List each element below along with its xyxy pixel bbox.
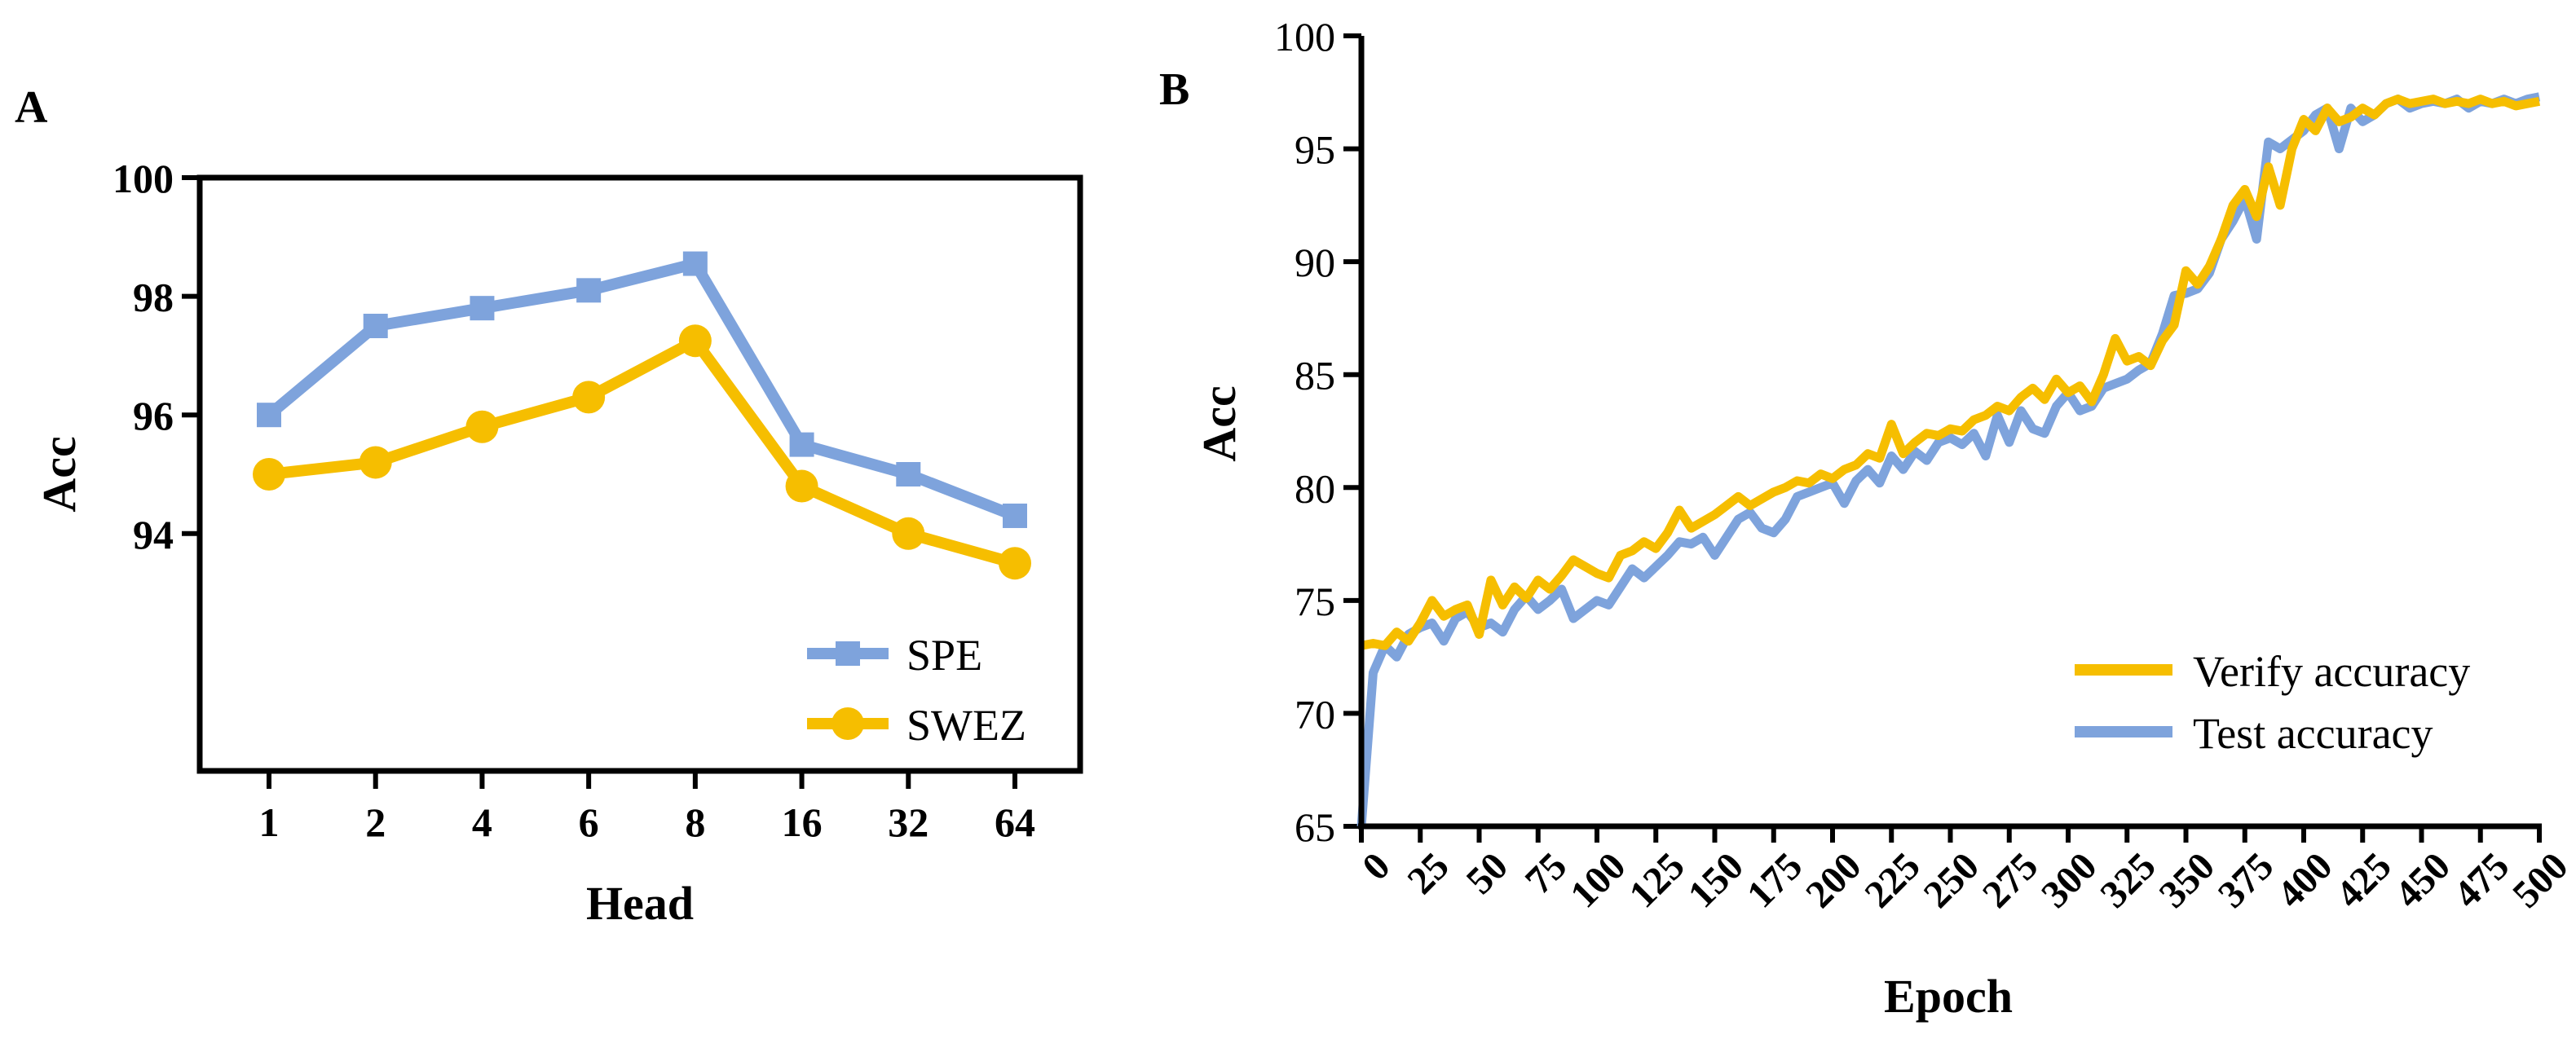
panel-a-plot-frame [196, 174, 1083, 774]
series-swez-line [268, 335, 1017, 569]
panel-a: A 94 96 98 100 1 2 4 6 8 16 32 64 Acc Head SPE SWE… [15, 82, 1083, 930]
y-tick-label: 94 [133, 512, 174, 557]
series-spe-line [265, 258, 1017, 522]
panel-b-y-axis: 65 70 75 80 85 90 95 100 [1274, 14, 1361, 850]
data-point-swez [999, 547, 1031, 580]
y-tick-label: 65 [1295, 804, 1335, 850]
panel-a-series [253, 251, 1031, 580]
y-tick-label: 75 [1295, 579, 1335, 624]
y-tick-label: 100 [1274, 14, 1335, 59]
series-verify-accuracy-line [1360, 95, 2541, 650]
data-point-swez [572, 381, 606, 414]
data-point-spe [257, 403, 281, 428]
y-tick-label: 98 [133, 275, 174, 320]
x-tick-label: 32 [888, 799, 929, 845]
data-point-spe [682, 251, 708, 276]
data-point-spe [896, 462, 921, 486]
panel-a-legend: SPE SWEZ [807, 631, 1026, 750]
data-point-spe [363, 314, 388, 338]
legend-spe-marker [836, 641, 860, 666]
y-tick-label: 90 [1295, 240, 1335, 285]
data-point-swez [359, 446, 392, 479]
panel-a-x-axis-label: Head [586, 877, 694, 930]
legend-spe-label: SPE [906, 631, 982, 680]
series-test-accuracy-line [1356, 92, 2541, 827]
data-point-swez [465, 410, 499, 443]
data-point-spe [470, 296, 495, 321]
x-tick-label: 1 [259, 799, 280, 845]
data-point-swez [892, 517, 925, 550]
panel-b-legend: Verify accuracy Test accuracy [2075, 647, 2470, 758]
x-tick-label: 16 [782, 799, 823, 845]
data-point-spe [789, 432, 814, 457]
x-tick-label: 4 [472, 799, 492, 845]
legend-verify-label: Verify accuracy [2193, 647, 2470, 696]
y-tick-label: 80 [1295, 465, 1335, 511]
data-point-swez [253, 458, 285, 491]
data-point-swez [785, 469, 818, 503]
legend-swez-marker [831, 707, 864, 740]
panel-a-y-axis-label: Acc [33, 436, 86, 512]
x-tick-label: 8 [685, 799, 705, 845]
y-tick-label: 70 [1295, 691, 1335, 737]
y-tick-label: 85 [1295, 353, 1335, 398]
panel-a-y-axis: 94 96 98 100 [112, 156, 200, 557]
data-point-swez [678, 324, 712, 358]
panel-b-x-axis-label: Epoch [1884, 970, 2013, 1023]
data-point-spe [576, 278, 602, 303]
panel-a-label: A [15, 82, 48, 133]
y-tick-label: 95 [1295, 127, 1335, 173]
x-tick-label: 64 [995, 799, 1035, 845]
panel-b-series [1356, 92, 2541, 827]
y-tick-label: 96 [133, 393, 174, 438]
legend-test-label: Test accuracy [2193, 709, 2433, 758]
x-tick-label: 6 [579, 799, 599, 845]
y-tick-label: 100 [112, 156, 174, 201]
data-point-spe [1003, 503, 1027, 528]
panel-b-y-axis-label: Acc [1193, 385, 1246, 461]
panel-a-x-axis: 1 2 4 6 8 16 32 64 [259, 771, 1035, 845]
panel-b-label: B [1159, 64, 1189, 115]
x-tick-label: 2 [365, 799, 386, 845]
legend-swez-label: SWEZ [906, 701, 1026, 750]
